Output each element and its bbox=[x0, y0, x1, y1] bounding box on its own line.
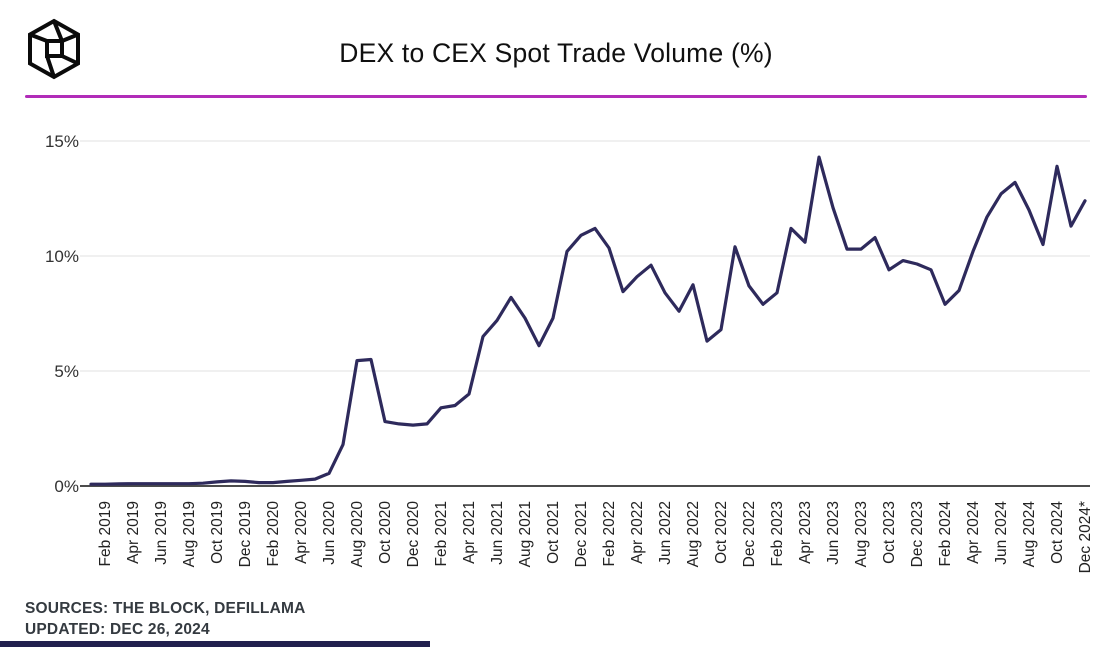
x-tick-label: Aug 2019 bbox=[181, 501, 198, 567]
the-block-logo-icon bbox=[28, 18, 80, 80]
x-tick-label: Aug 2022 bbox=[685, 501, 702, 567]
x-tick-label: Oct 2023 bbox=[881, 501, 898, 564]
x-tick-label: Dec 2023 bbox=[909, 501, 926, 567]
x-tick-label: Feb 2023 bbox=[769, 501, 786, 567]
x-tick-label: Jun 2024 bbox=[993, 501, 1010, 565]
x-tick-label: Apr 2020 bbox=[293, 501, 310, 564]
x-tick-label: Apr 2021 bbox=[461, 501, 478, 564]
x-tick-label: Apr 2019 bbox=[125, 501, 142, 564]
x-tick-label: Feb 2019 bbox=[97, 501, 114, 567]
x-tick-label: Oct 2021 bbox=[545, 501, 562, 564]
y-tick-label: 0% bbox=[54, 477, 79, 496]
dex-cex-volume-line bbox=[89, 155, 1087, 486]
x-tick-label: Feb 2022 bbox=[601, 501, 618, 567]
x-tick-label: Dec 2024* bbox=[1077, 501, 1094, 573]
bottom-brand-bar bbox=[0, 641, 430, 647]
y-tick-label: 5% bbox=[54, 362, 79, 381]
x-tick-label: Apr 2024 bbox=[965, 501, 982, 564]
sources-text: SOURCES: THE BLOCK, DEFILLAMA bbox=[25, 600, 306, 617]
x-tick-label: Oct 2022 bbox=[713, 501, 730, 564]
x-tick-label: Aug 2023 bbox=[853, 501, 870, 567]
x-tick-label: Jun 2023 bbox=[825, 501, 842, 565]
chart-footer: SOURCES: THE BLOCK, DEFILLAMA UPDATED: D… bbox=[25, 598, 306, 640]
y-tick-label: 15% bbox=[45, 132, 79, 151]
page-title: DEX to CEX Spot Trade Volume (%) bbox=[339, 38, 773, 68]
x-tick-label: Dec 2020 bbox=[405, 501, 422, 568]
x-tick-label: Jun 2022 bbox=[657, 501, 674, 565]
x-tick-label: Feb 2021 bbox=[433, 501, 450, 567]
x-tick-label: Aug 2024 bbox=[1021, 501, 1038, 568]
x-tick-label: Jun 2021 bbox=[489, 501, 506, 565]
x-tick-label: Aug 2021 bbox=[517, 501, 534, 567]
x-tick-label: Dec 2021 bbox=[573, 501, 590, 567]
y-tick-label: 10% bbox=[45, 247, 79, 266]
x-tick-label: Feb 2024 bbox=[937, 501, 954, 567]
x-tick-label: Aug 2020 bbox=[349, 501, 366, 568]
x-tick-label: Dec 2022 bbox=[741, 501, 758, 567]
x-tick-label: Apr 2022 bbox=[629, 501, 646, 564]
x-tick-label: Jun 2020 bbox=[321, 501, 338, 565]
x-tick-label: Apr 2023 bbox=[797, 501, 814, 564]
x-tick-label: Feb 2020 bbox=[265, 501, 282, 567]
x-tick-label: Jun 2019 bbox=[153, 501, 170, 565]
updated-text: UPDATED: DEC 26, 2024 bbox=[25, 621, 210, 638]
x-tick-label: Dec 2019 bbox=[237, 501, 254, 567]
x-tick-label: Oct 2019 bbox=[209, 501, 226, 564]
divider-line bbox=[25, 95, 1087, 98]
x-tick-label: Oct 2024 bbox=[1049, 501, 1066, 564]
x-tick-label: Oct 2020 bbox=[377, 501, 394, 564]
